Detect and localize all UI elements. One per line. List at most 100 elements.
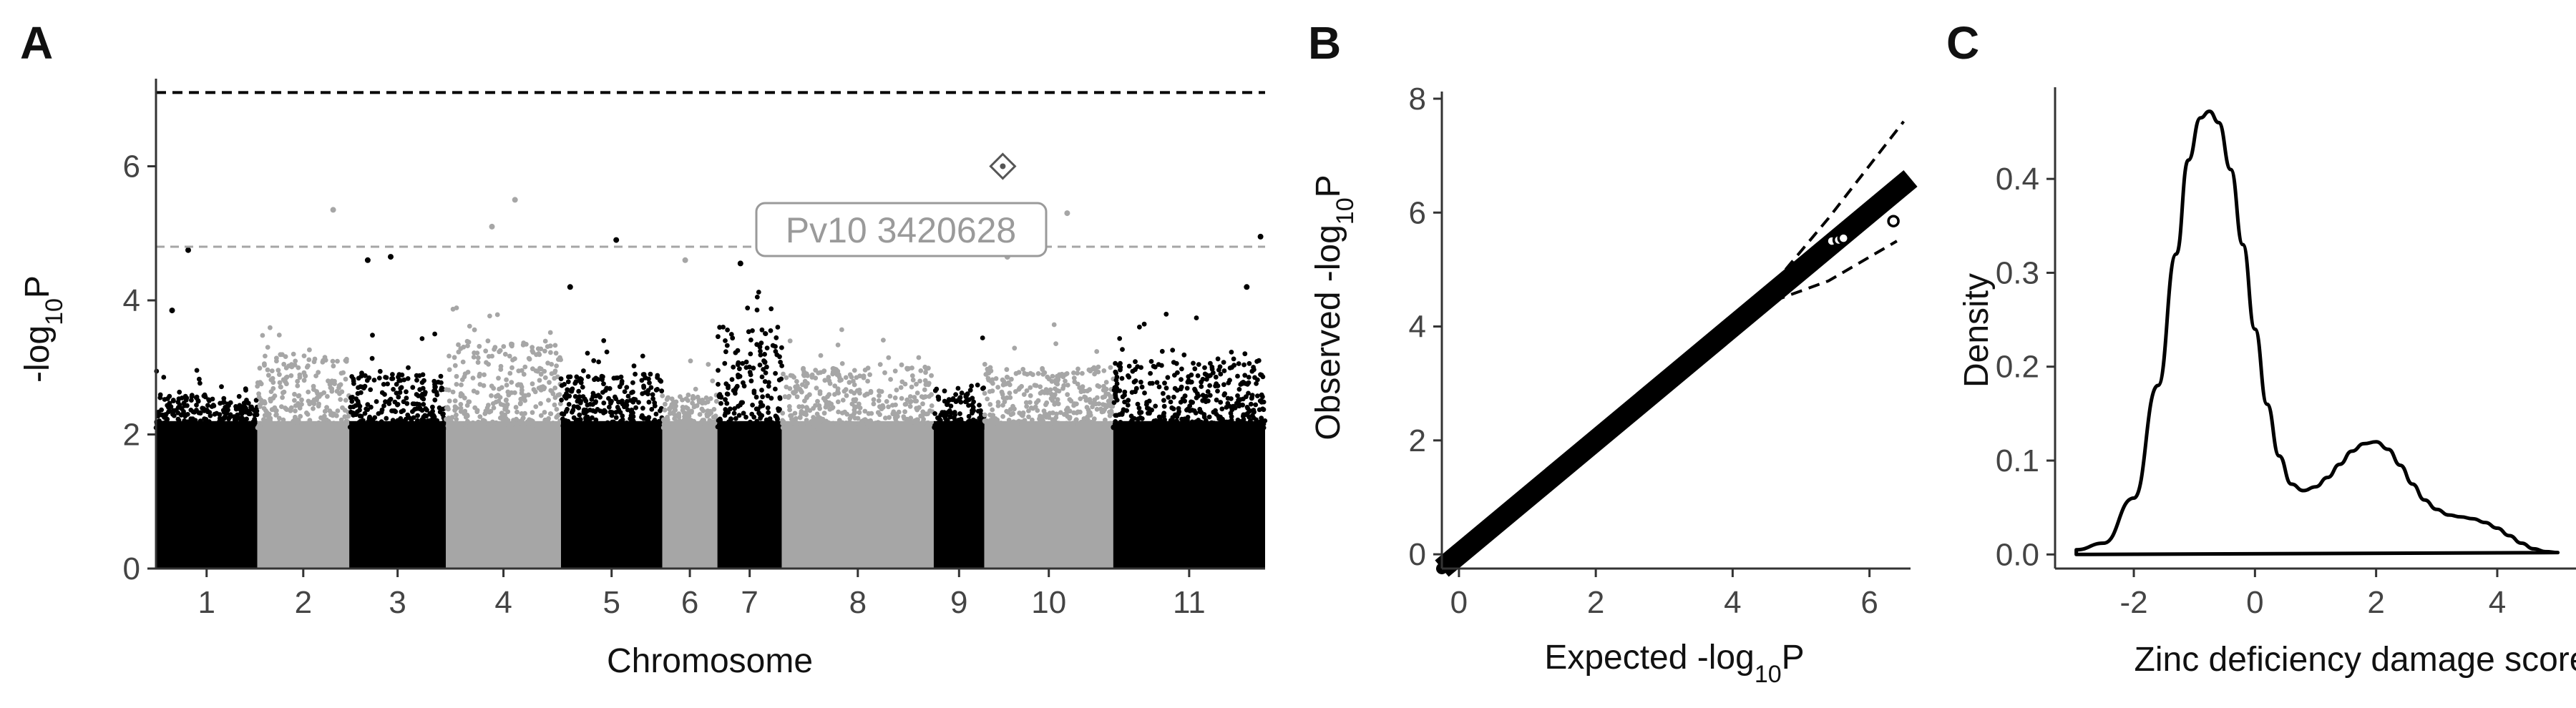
snp-point <box>415 413 420 418</box>
snp-point <box>733 350 738 355</box>
snp-point <box>922 387 927 393</box>
snp-point <box>922 394 928 400</box>
snp-point <box>852 404 857 409</box>
snp-point <box>1095 395 1100 400</box>
snp-point <box>1229 350 1234 355</box>
snp-point <box>393 409 399 414</box>
snp-point <box>190 418 195 423</box>
snp-point <box>301 424 307 430</box>
snp-point <box>826 375 831 380</box>
snp-point <box>221 395 227 401</box>
snp-point <box>265 367 270 373</box>
snp-point <box>942 398 947 404</box>
snp-point <box>530 366 535 372</box>
snp-point <box>497 416 503 421</box>
snp-point <box>766 383 771 389</box>
qq-points <box>1435 120 1918 577</box>
snp-point <box>367 414 372 420</box>
snp-point <box>1251 365 1256 370</box>
snp-point <box>522 393 528 398</box>
snp-point <box>630 380 635 385</box>
snp-point <box>537 421 542 427</box>
snp-point <box>929 392 934 398</box>
snp-point <box>1147 380 1153 386</box>
snp-point <box>880 405 886 410</box>
snp-point <box>530 345 535 350</box>
snp-point <box>227 414 233 420</box>
snp-point <box>397 390 403 395</box>
snp-point <box>684 424 690 430</box>
snp-point <box>1248 401 1254 407</box>
snp-point <box>1053 415 1059 421</box>
snp-point <box>581 368 586 373</box>
snp-point <box>518 400 523 406</box>
snp-point <box>554 415 560 420</box>
snp-point <box>338 421 343 426</box>
snp-point <box>1126 373 1131 378</box>
snp-point <box>549 388 555 394</box>
snp-point <box>897 425 902 430</box>
snp-point <box>1206 414 1212 420</box>
snp-point <box>705 399 711 405</box>
snp-point <box>604 349 610 355</box>
snp-point <box>827 423 833 428</box>
snp-point <box>1028 393 1033 398</box>
snp-point <box>1148 370 1153 376</box>
snp-point <box>233 421 239 427</box>
snp-point <box>1080 370 1085 376</box>
snp-point <box>233 404 238 409</box>
snp-point <box>784 423 789 429</box>
snp-point <box>1128 413 1134 419</box>
snp-point <box>1191 408 1197 413</box>
snp-point <box>867 425 873 431</box>
snp-point <box>1242 423 1248 428</box>
snp-point <box>250 424 256 430</box>
snp-point <box>1158 423 1163 428</box>
snp-point <box>177 389 182 395</box>
snp-point <box>816 414 821 420</box>
snp-point <box>757 363 763 368</box>
snp-point <box>223 425 228 431</box>
snp-point <box>580 385 585 390</box>
snp-point <box>1075 370 1080 376</box>
snp-point <box>607 404 612 410</box>
snp-point <box>1211 370 1216 375</box>
snp-point <box>799 404 805 409</box>
snp-point <box>741 410 746 416</box>
snp-point <box>165 425 171 431</box>
snp-point <box>843 375 849 380</box>
snp-point <box>903 401 909 407</box>
snp-point <box>537 365 542 371</box>
snp-point <box>571 415 577 421</box>
snp-point <box>376 375 382 380</box>
snp-point <box>477 343 482 349</box>
snp-point <box>313 373 318 378</box>
snp-point <box>706 424 711 430</box>
snp-point <box>1111 425 1116 431</box>
snp-point <box>316 403 321 409</box>
snp-point <box>1081 416 1087 421</box>
snp-point <box>208 413 213 418</box>
snp-point <box>981 385 986 390</box>
snp-point <box>1138 422 1143 427</box>
snp-point <box>487 409 492 415</box>
snp-point <box>898 385 904 390</box>
snp-point <box>1119 375 1125 381</box>
snp-point <box>288 373 294 378</box>
snp-point <box>1162 417 1167 423</box>
snp-point <box>514 409 519 415</box>
snp-point <box>1065 392 1070 398</box>
snp-point <box>619 378 625 384</box>
snp-point <box>269 407 275 413</box>
snp-point <box>454 412 459 418</box>
snp-point <box>228 400 233 405</box>
snp-peak-point <box>489 223 495 230</box>
snp-point <box>485 425 491 431</box>
snp-point <box>1179 366 1184 372</box>
snp-point <box>1246 375 1252 380</box>
snp-point <box>1181 352 1187 358</box>
snp-point <box>589 397 595 402</box>
snp-point <box>1036 425 1041 431</box>
snp-point <box>345 419 351 425</box>
snp-point <box>773 370 778 376</box>
